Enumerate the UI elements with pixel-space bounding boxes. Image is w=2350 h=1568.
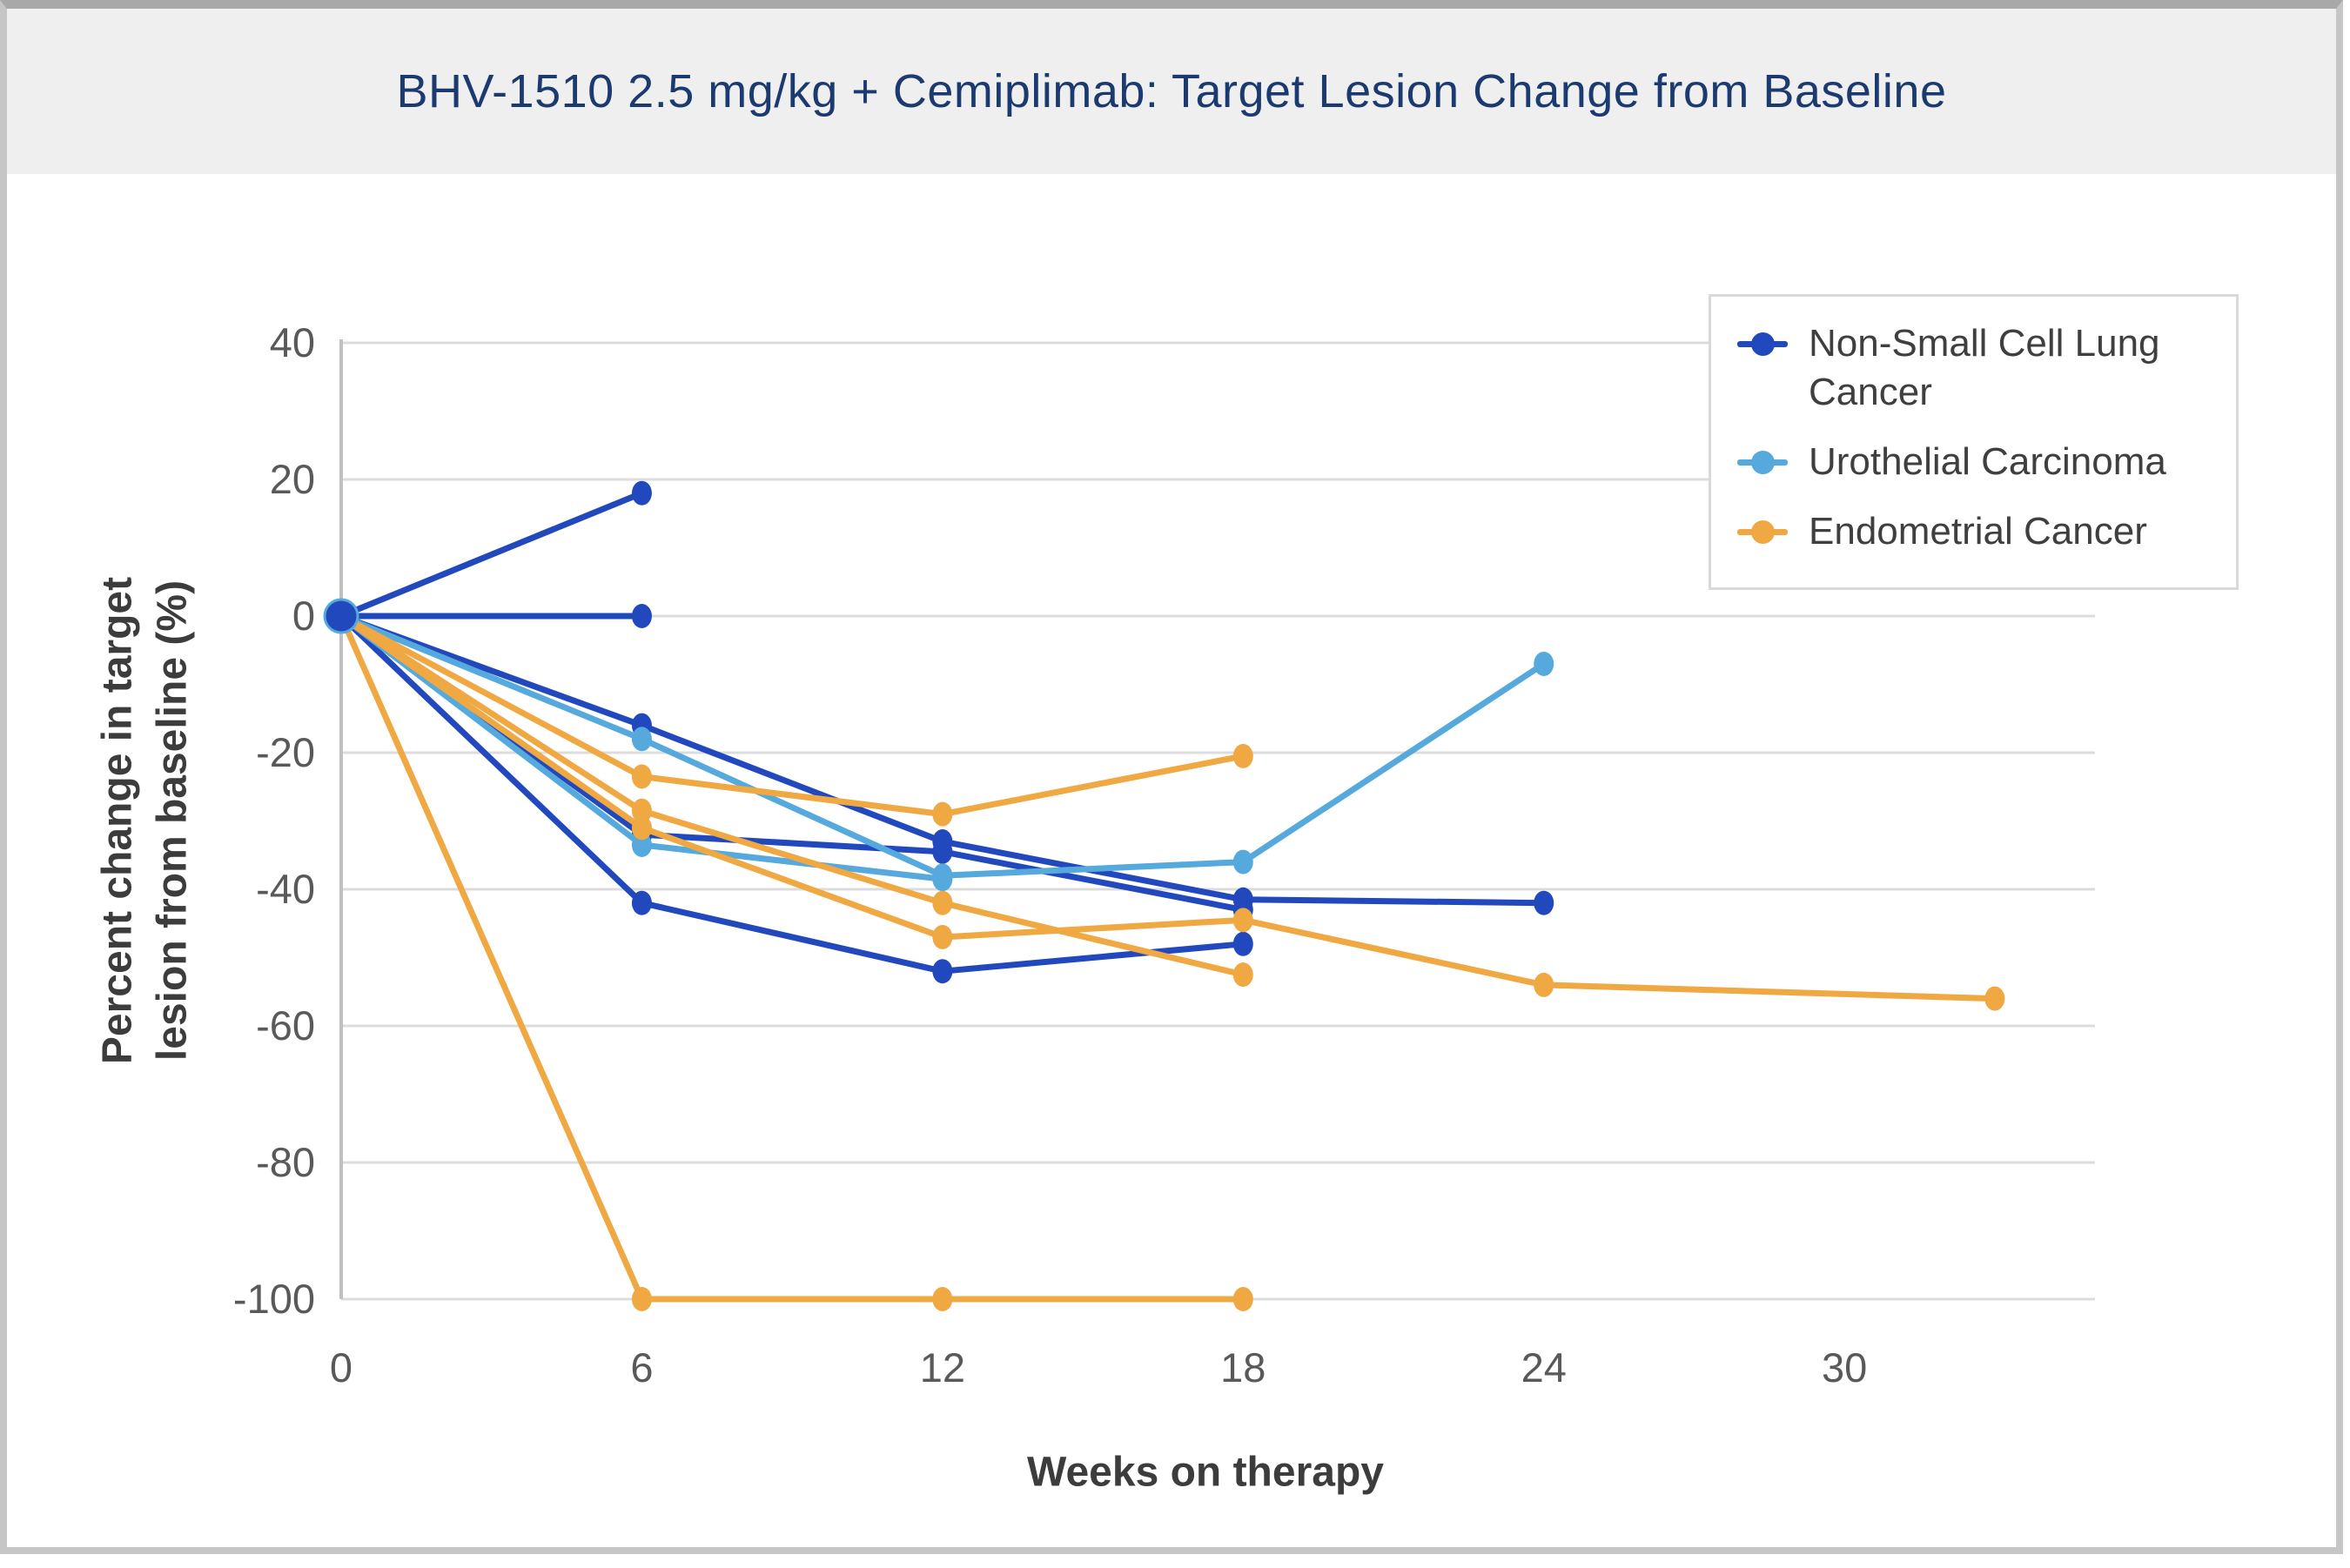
- legend-line-dot-icon: [1737, 507, 1788, 556]
- y-axis-title: Percent change in target lesion from bas…: [91, 577, 201, 1064]
- patient-line-s2-p1: [338, 613, 1246, 978]
- data-point-marker: [631, 815, 652, 841]
- x-tick-label-0: 0: [330, 1344, 352, 1390]
- data-point-marker: [631, 480, 652, 506]
- legend-item-label: Urothelial Carcinoma: [1809, 440, 2166, 483]
- legend-item-non-small-cell-lung-cancer[interactable]: Non-Small Cell Lung Cancer: [1737, 319, 2220, 417]
- y-tick-label-20: 20: [270, 456, 315, 502]
- data-point-marker: [1232, 1287, 1253, 1311]
- data-point-marker: [1534, 972, 1554, 997]
- data-point-marker: [1534, 651, 1554, 676]
- data-point-marker: [932, 867, 953, 892]
- origin-marker: [326, 600, 357, 632]
- y-tick-label--60: -60: [256, 1002, 315, 1049]
- legend-item-label: Non-Small Cell Lung Cancer: [1809, 322, 2160, 413]
- patient-line-s2-p0: [338, 613, 1246, 818]
- patient-line-s0-p4: [338, 613, 1246, 975]
- legend-item-urothelial-carcinoma[interactable]: Urothelial Carcinoma: [1737, 438, 2220, 486]
- x-tick-label-6: 6: [630, 1344, 653, 1390]
- y-tick-label-40: 40: [270, 319, 315, 365]
- patient-line-s2-p2: [338, 613, 1998, 1002]
- patient-line-s2-p3: [338, 613, 1246, 1303]
- data-point-marker: [1232, 962, 1253, 988]
- patient-line-s0-p0: [338, 490, 645, 620]
- y-tick-label--40: -40: [256, 866, 315, 912]
- data-point-marker: [1984, 986, 2005, 1011]
- data-point-marker: [932, 1287, 953, 1311]
- y-tick-label--100: -100: [233, 1276, 315, 1322]
- data-point-marker: [932, 839, 953, 864]
- legend-item-endometrial-cancer[interactable]: Endometrial Cancer: [1737, 507, 2220, 556]
- legend-item-label: Endometrial Cancer: [1809, 510, 2147, 553]
- data-point-marker: [631, 798, 652, 823]
- x-tick-label-30: 30: [1822, 1344, 1867, 1390]
- data-point-marker: [631, 727, 652, 752]
- y-tick-label--80: -80: [256, 1139, 315, 1185]
- data-point-marker: [932, 801, 953, 827]
- y-axis-title-line1: Percent change in target: [94, 576, 141, 1065]
- chart-title: BHV-1510 2.5 mg/kg + Cemiplimab: Target …: [396, 65, 1947, 117]
- legend: Non-Small Cell Lung Cancer Urothelial Car…: [1709, 294, 2239, 590]
- data-point-marker: [1232, 908, 1253, 933]
- chart-title-bar: BHV-1510 2.5 mg/kg + Cemiplimab: Target …: [7, 9, 2336, 174]
- x-tick-label-18: 18: [1220, 1344, 1266, 1390]
- data-point-marker: [932, 890, 953, 915]
- data-point-marker: [1534, 890, 1554, 915]
- y-tick-label--20: -20: [256, 729, 315, 775]
- x-axis-title: Weeks on therapy: [1027, 1449, 1384, 1496]
- data-point-marker: [932, 959, 953, 984]
- data-point-marker: [631, 1287, 652, 1311]
- data-point-marker: [1232, 849, 1253, 874]
- x-tick-label-24: 24: [1521, 1344, 1567, 1390]
- legend-line-dot-icon: [1737, 438, 1788, 486]
- data-point-marker: [631, 890, 652, 915]
- x-tick-label-12: 12: [920, 1344, 965, 1390]
- legend-line-dot-icon: [1737, 319, 1788, 368]
- data-point-marker: [1232, 743, 1253, 768]
- data-point-marker: [631, 764, 652, 789]
- y-tick-label-0: 0: [292, 593, 315, 639]
- data-point-marker: [932, 924, 953, 949]
- data-point-marker: [1232, 931, 1253, 956]
- data-point-marker: [631, 604, 652, 628]
- data-point-marker: [631, 832, 652, 857]
- y-axis-title-line2: lesion from baseline (%): [150, 580, 196, 1062]
